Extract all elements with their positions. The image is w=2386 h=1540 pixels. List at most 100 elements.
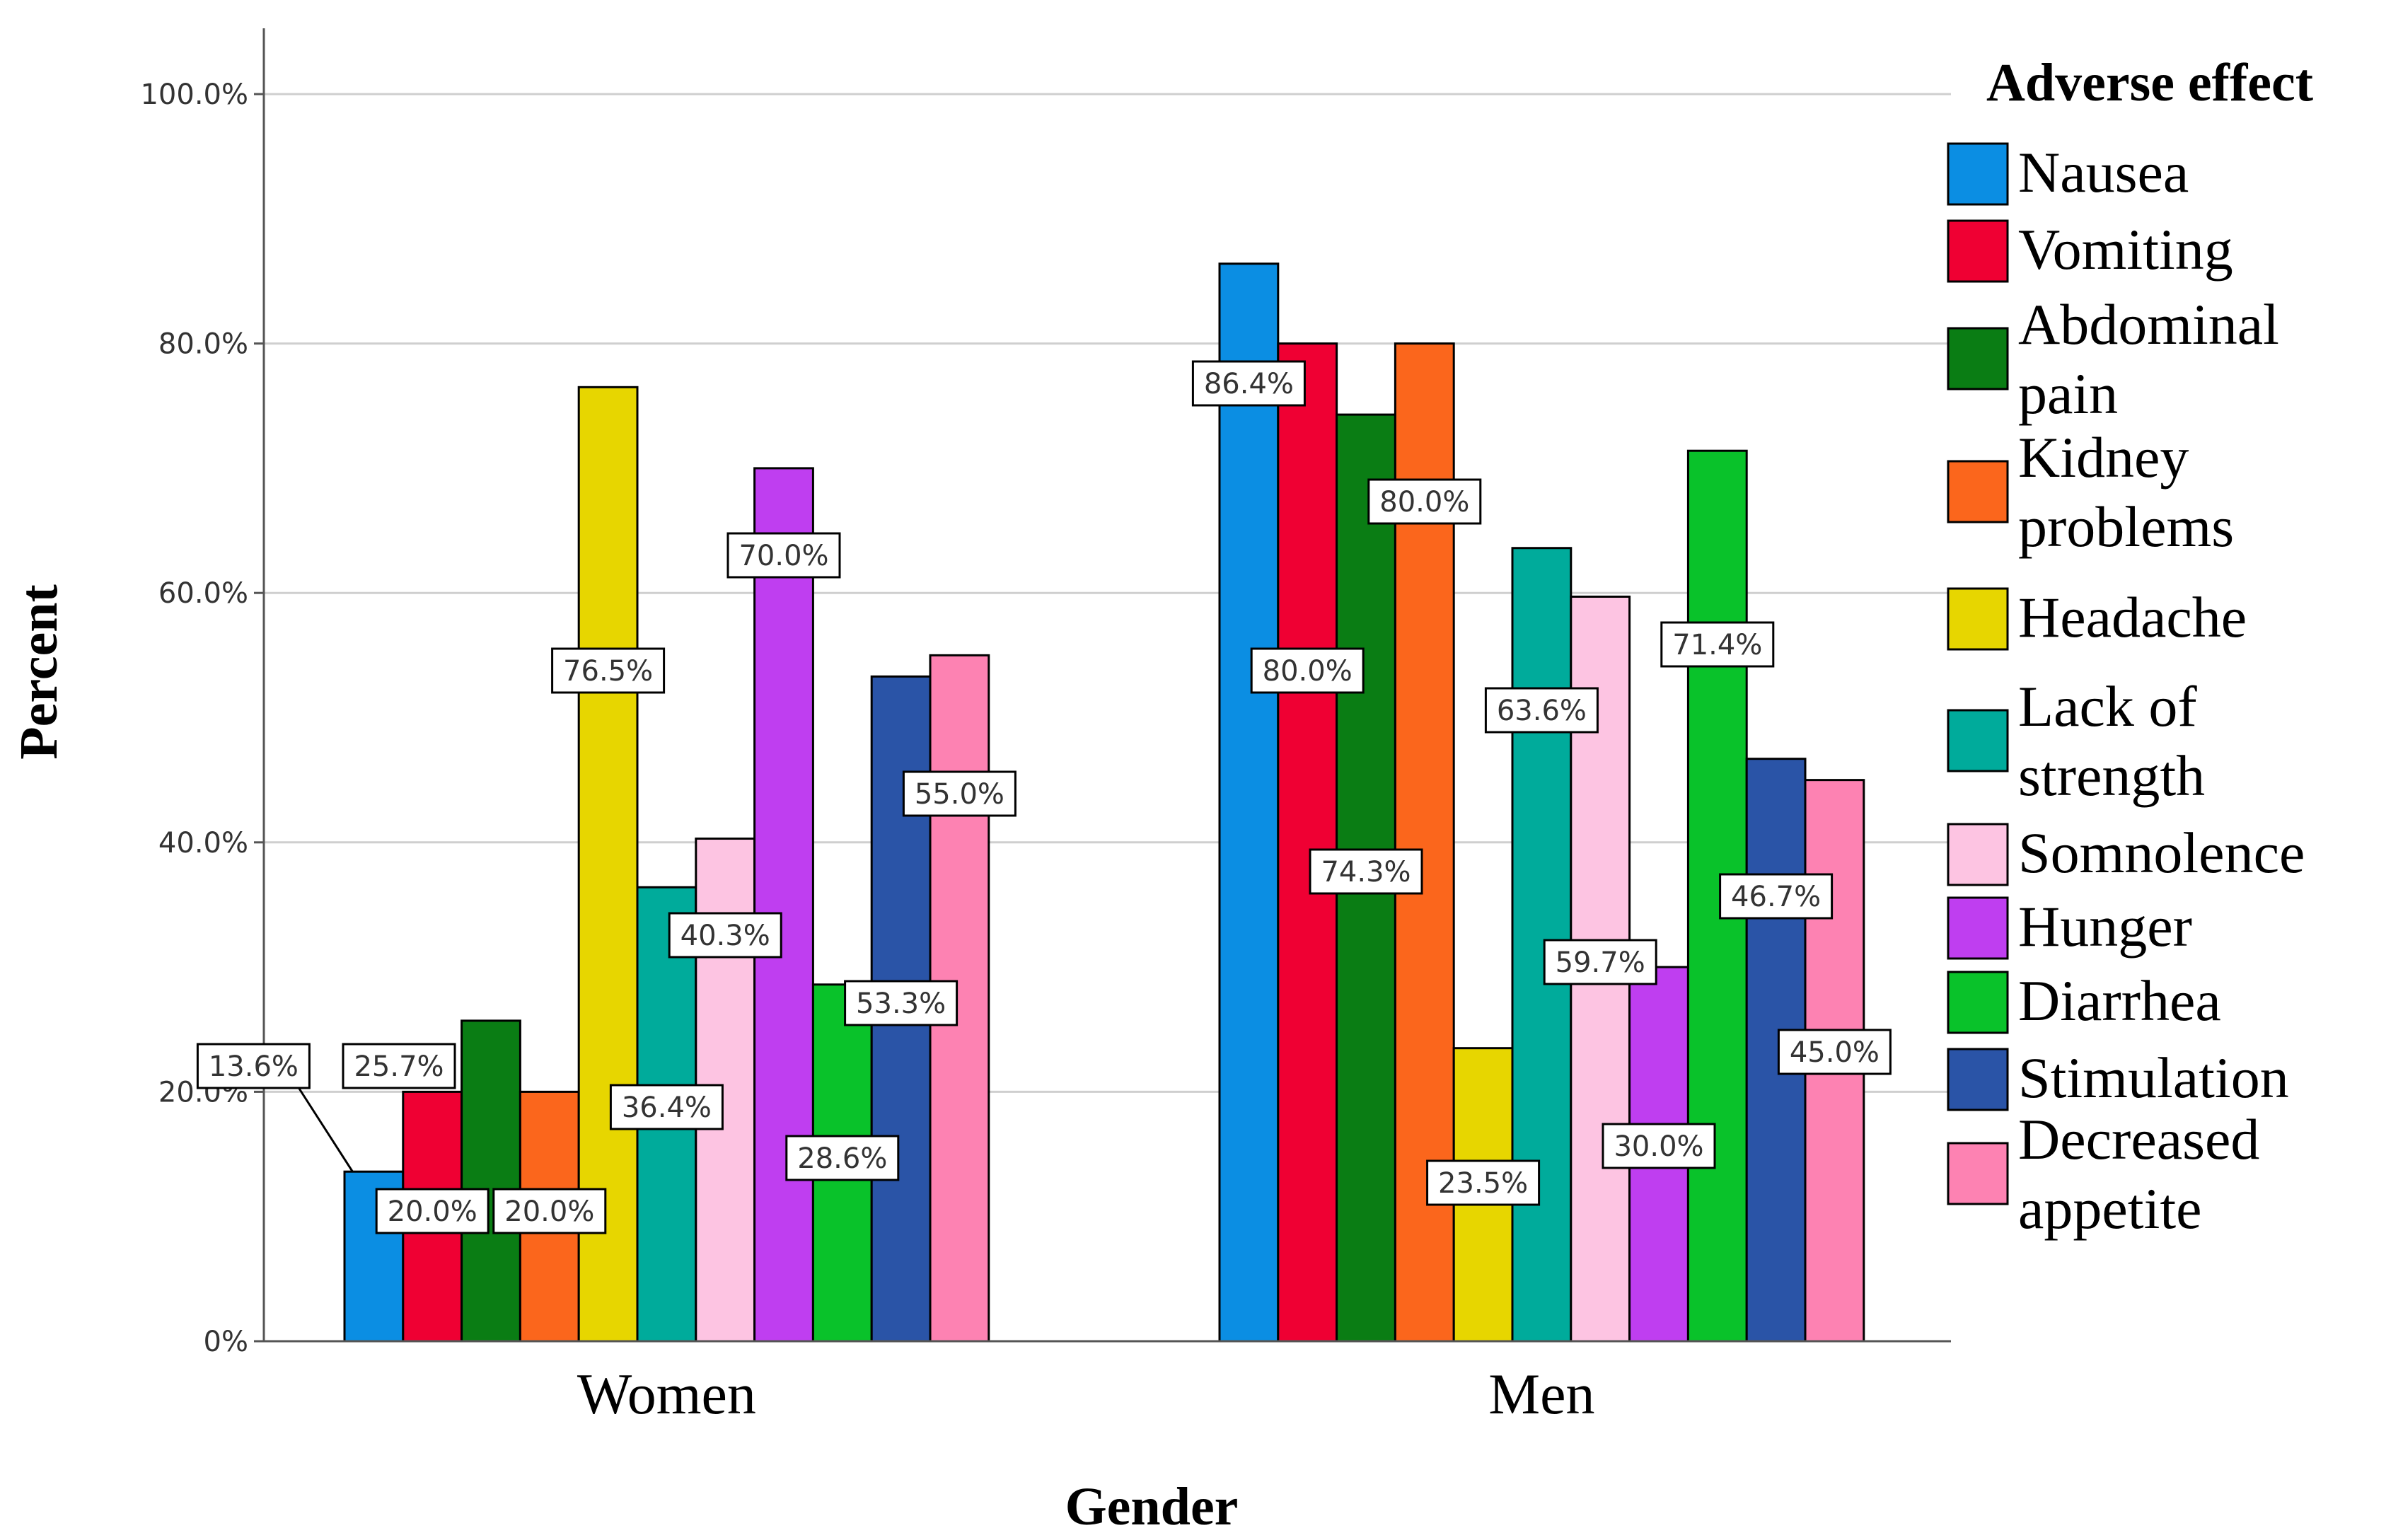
data-label: 59.7% [1556, 946, 1645, 979]
legend-swatch [1947, 587, 2009, 651]
legend-swatch [1947, 327, 2009, 390]
legend-swatch [1947, 1048, 2009, 1111]
legend-title: Adverse effect [1986, 53, 2313, 112]
data-label: 80.0% [1263, 655, 1353, 688]
data-label: 74.3% [1321, 856, 1411, 888]
legend-label: Diarrhea [2018, 968, 2221, 1033]
legend-swatch [1947, 896, 2009, 960]
legend-item: Kidney problems [1947, 425, 2234, 559]
data-label: 63.6% [1497, 695, 1587, 727]
legend-item: Headache [1947, 585, 2247, 651]
data-label: 71.4% [1672, 629, 1762, 661]
data-label-leader [298, 1087, 354, 1173]
data-label: 23.5% [1438, 1167, 1528, 1200]
legend-label: Decreased appetite [2018, 1107, 2259, 1241]
data-label: 45.0% [1790, 1036, 1880, 1069]
bar-hunger-women [753, 467, 814, 1343]
bar-vomiting-men [1277, 342, 1338, 1343]
legend-swatch [1947, 709, 2009, 772]
data-label-box [1777, 1029, 1892, 1075]
legend-item: Hunger [1947, 894, 2192, 960]
legend-item: Somnolence [1947, 821, 2305, 886]
legend-label: Vomiting [2018, 217, 2233, 282]
legend-item: Abdominal pain [1947, 292, 2279, 426]
y-tick-label: 60.0% [158, 577, 248, 610]
legend-item: Lack of strength [1947, 674, 2205, 808]
data-label-box [1719, 873, 1834, 920]
data-label-box [726, 532, 841, 579]
legend-swatch [1947, 823, 2009, 886]
data-label: 70.0% [739, 540, 828, 572]
data-label: 40.3% [681, 920, 770, 952]
legend-label: Nausea [2018, 140, 2189, 204]
data-label: 55.0% [915, 778, 1004, 811]
legend-item: Decreased appetite [1947, 1107, 2259, 1241]
data-label-box [902, 770, 1017, 817]
legend-label: Abdominal pain [2018, 292, 2279, 426]
data-label-box [196, 1043, 311, 1089]
legend-swatch [1947, 142, 2009, 206]
data-label-box [1250, 647, 1365, 694]
data-label-box [1426, 1159, 1541, 1206]
legend: Adverse effect Nausea Vomiting Abdominal pa… [1947, 53, 2313, 1241]
bars [343, 262, 1865, 1343]
data-label-box [551, 647, 666, 694]
legend-item: Stimulation [1947, 1046, 2289, 1111]
y-axis-ticks: 0%20.0%40.0%60.0%80.0%100.0% [140, 79, 264, 1358]
legend-label: Kidney problems [2018, 425, 2234, 559]
data-label: 80.0% [1379, 486, 1469, 519]
y-axis-title: Percent [9, 584, 69, 760]
data-label: 28.6% [797, 1142, 887, 1175]
legend-label: Hunger [2018, 894, 2192, 959]
data-label: 20.0% [388, 1195, 477, 1228]
x-axis-categories: Women Men [577, 1362, 1595, 1426]
legend-label: Somnolence [2018, 821, 2305, 885]
y-tick-label: 0% [204, 1326, 248, 1358]
legend-item: Vomiting [1947, 217, 2233, 283]
data-label-box [1367, 478, 1482, 525]
bar-abdominal-pain-women [461, 1019, 521, 1343]
data-label-box [785, 1135, 900, 1181]
data-label: 86.4% [1204, 368, 1294, 400]
y-tick-label: 100.0% [140, 79, 248, 111]
legend-label: Headache [2018, 585, 2247, 649]
data-label-box [609, 1084, 724, 1130]
data-labels: 13.6% 86.4% 20.0% 80.0% 25.7% 74.3% 20.0% 80.0%… [196, 360, 1892, 1234]
x-category-label: Women [577, 1362, 756, 1426]
legend-item: Diarrhea [1947, 968, 2221, 1034]
data-label-box [668, 912, 782, 959]
legend-label: Lack of strength [2018, 674, 2205, 808]
legend-item: Nausea [1947, 140, 2189, 206]
legend-swatch [1947, 219, 2009, 283]
bar-nausea-men [1218, 262, 1280, 1343]
y-tick-label: 80.0% [158, 328, 248, 361]
data-label-box [1191, 360, 1306, 407]
data-label: 46.7% [1731, 881, 1821, 913]
legend-swatch [1947, 971, 2009, 1034]
data-label-box [492, 1188, 607, 1234]
legend-swatch [1947, 1142, 2009, 1205]
legend-swatch [1947, 460, 2009, 523]
data-label: 30.0% [1614, 1130, 1703, 1163]
data-label-box [1484, 687, 1599, 734]
data-label-box [1543, 939, 1657, 985]
data-label-box [1660, 621, 1775, 668]
data-label: 25.7% [354, 1050, 444, 1083]
data-label-box [1602, 1123, 1716, 1169]
data-label-box [375, 1188, 490, 1234]
data-label: 36.4% [622, 1092, 712, 1124]
legend-label: Stimulation [2018, 1046, 2289, 1110]
data-label: 76.5% [563, 655, 653, 688]
bar-headache-women [577, 386, 639, 1343]
data-label-box [1309, 848, 1423, 895]
x-axis-title: Gender [1065, 1477, 1239, 1536]
data-label: 13.6% [209, 1050, 299, 1083]
data-label: 20.0% [504, 1195, 594, 1228]
data-label: 53.3% [856, 988, 946, 1020]
x-category-label: Men [1488, 1362, 1594, 1426]
axes [262, 28, 1951, 1343]
y-tick-label: 40.0% [158, 827, 248, 859]
